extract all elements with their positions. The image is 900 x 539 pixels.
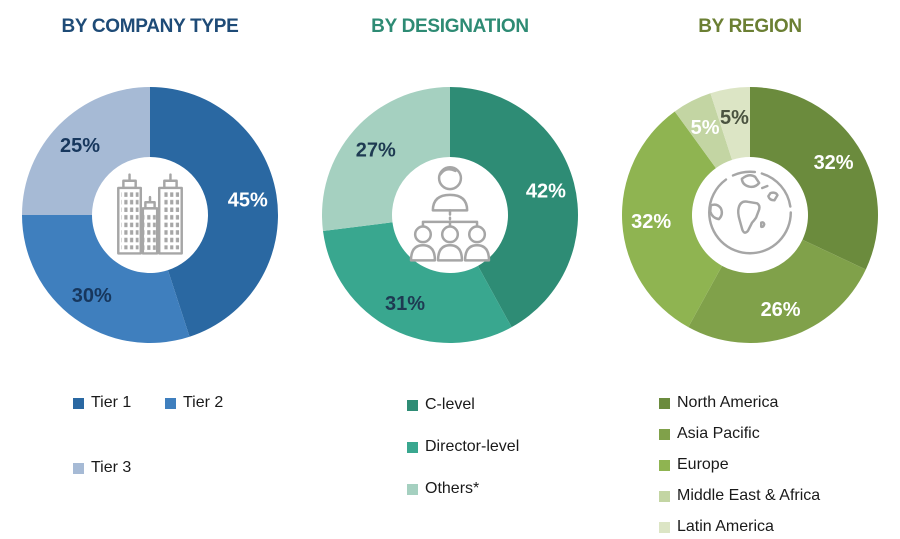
donut-slice-latin-america <box>710 87 750 160</box>
legend-swatch-tier-3 <box>73 462 84 474</box>
donut-slice-tier-1 <box>150 87 278 337</box>
donut-svg-region: 32% 26% 32% 5% 5% <box>622 87 878 343</box>
donut-slice-north-america <box>750 87 878 270</box>
slice-value-label-north-america: 32% <box>814 152 854 174</box>
chart-section-region: BY REGION 32% 26% 32% 5% 5% North Ameri <box>600 0 900 539</box>
legend-label-director-level: Director-level <box>425 438 520 455</box>
legend-label-tier-1: Tier 1 <box>91 394 132 411</box>
legend-swatch-tier-2 <box>165 397 176 409</box>
legend-item-latin-america: Latin America <box>659 517 820 537</box>
donut-slice-tier-2 <box>22 215 190 343</box>
legend-swatch-director-level <box>407 441 418 453</box>
slice-value-label-director-level: 31% <box>385 293 425 315</box>
chart-title-company-type: BY COMPANY TYPE <box>61 16 239 37</box>
donut-svg-company-type: 45% 30% 25% <box>22 87 278 343</box>
donut-chart-company-type: 45% 30% 25% <box>20 85 280 345</box>
donut-chart-designation: 42% 31% 27% <box>320 85 580 345</box>
legend-swatch-tier-1 <box>73 397 84 409</box>
legend-item-director-level: Director-level <box>407 437 519 457</box>
legend-swatch-others <box>407 483 418 495</box>
legend-swatch-north-america <box>659 397 670 409</box>
donut-slice-middle-east-africa <box>674 93 733 169</box>
slice-value-label-middle-east-africa: 5% <box>691 117 720 139</box>
donut-slice-others <box>322 87 450 232</box>
legend-item-tier-2: Tier 2 <box>165 393 223 413</box>
legend-item-middle-east-africa: Middle East & Africa <box>659 486 820 506</box>
legend-label-north-america: North America <box>677 394 779 411</box>
slice-value-label-others: 27% <box>356 140 396 162</box>
donut-slice-tier-3 <box>22 87 150 215</box>
legend-label-c-level: C-level <box>425 396 475 413</box>
legend-item-tier-3: Tier 3 <box>73 458 165 478</box>
donut-slice-asia-pacific <box>688 239 866 343</box>
donut-slice-c-level <box>450 87 578 328</box>
legend-item-europe: Europe <box>659 455 820 475</box>
donut-slice-director-level <box>323 222 512 343</box>
legend-designation: C-level Director-level Others* <box>407 395 519 499</box>
slice-value-label-tier-2: 30% <box>72 285 112 307</box>
chart-section-company-type: BY COMPANY TYPE 45% 30% 25% <box>0 0 300 539</box>
slice-value-label-tier-3: 25% <box>60 135 100 157</box>
legend-swatch-asia-pacific <box>659 428 670 440</box>
donut-slice-europe <box>622 111 723 328</box>
legend-swatch-europe <box>659 459 670 471</box>
slice-value-label-tier-1: 45% <box>228 190 268 212</box>
slice-value-label-c-level: 42% <box>526 180 566 202</box>
legend-label-tier-2: Tier 2 <box>183 394 224 411</box>
slice-value-label-europe: 32% <box>631 211 671 233</box>
chart-title-designation: BY DESIGNATION <box>371 16 529 37</box>
legend-label-europe: Europe <box>677 456 729 473</box>
legend-company-type: Tier 1 Tier 2 Tier 3 <box>73 393 223 478</box>
donut-svg-designation: 42% 31% 27% <box>322 87 578 343</box>
slice-value-label-asia-pacific: 26% <box>761 299 801 321</box>
legend-label-middle-east-africa: Middle East & Africa <box>677 487 821 504</box>
legend-item-north-america: North America <box>659 393 820 413</box>
legend-region: North America Asia Pacific Europe Middle Ea… <box>659 393 820 537</box>
legend-item-others: Others* <box>407 479 519 499</box>
donut-chart-region: 32% 26% 32% 5% 5% <box>620 85 880 345</box>
legend-label-latin-america: Latin America <box>677 518 774 535</box>
legend-swatch-latin-america <box>659 521 670 533</box>
legend-label-tier-3: Tier 3 <box>91 459 132 476</box>
slice-value-label-latin-america: 5% <box>720 107 749 129</box>
legend-item-c-level: C-level <box>407 395 519 415</box>
legend-label-asia-pacific: Asia Pacific <box>677 425 760 442</box>
legend-swatch-middle-east-africa <box>659 490 670 502</box>
legend-swatch-c-level <box>407 399 418 411</box>
chart-section-designation: BY DESIGNATION 42% 31% 27% <box>300 0 600 539</box>
chart-title-region: BY REGION <box>698 16 802 37</box>
legend-label-others: Others* <box>425 480 480 497</box>
legend-item-asia-pacific: Asia Pacific <box>659 424 820 444</box>
legend-item-tier-1: Tier 1 <box>73 393 165 413</box>
